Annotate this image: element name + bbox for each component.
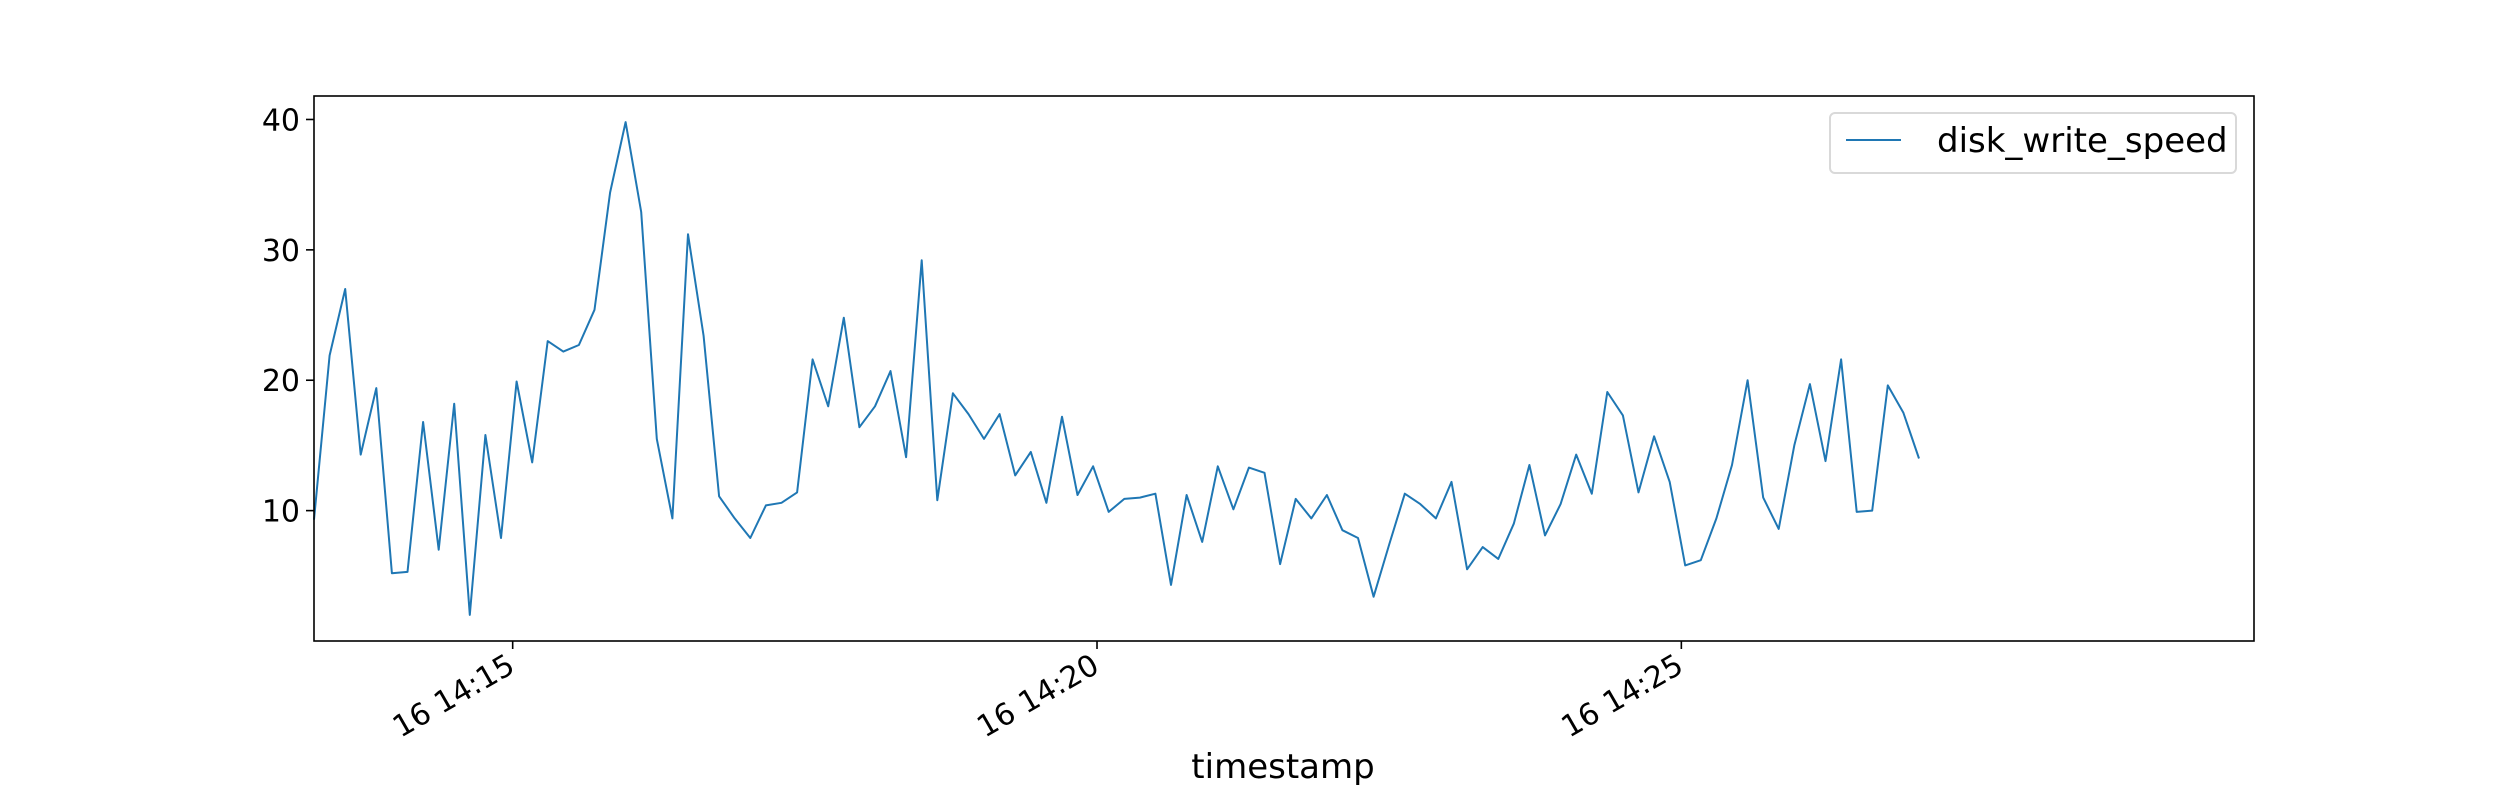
x-tick-label: 16 14:20 <box>971 648 1105 745</box>
series-line <box>313 121 1920 616</box>
legend-label: disk_write_speed <box>1937 121 2228 161</box>
x-tick-label: 16 14:15 <box>387 648 521 745</box>
x-axis-title: timestamp <box>1191 747 1374 787</box>
y-tick-label: 40 <box>262 103 300 138</box>
plot-frame <box>313 95 2255 642</box>
x-tick-label: 16 14:25 <box>1556 648 1690 745</box>
axes: 10 20 30 40 16 14:15 16 14:20 16 14:25 <box>262 95 2255 745</box>
y-tick-label: 30 <box>262 234 300 269</box>
legend-box <box>1829 112 2237 174</box>
legend: disk_write_speed <box>1829 112 2237 174</box>
plot-area <box>313 121 1920 616</box>
y-tick-label: 20 <box>262 364 300 399</box>
y-tick-label: 10 <box>262 495 300 530</box>
